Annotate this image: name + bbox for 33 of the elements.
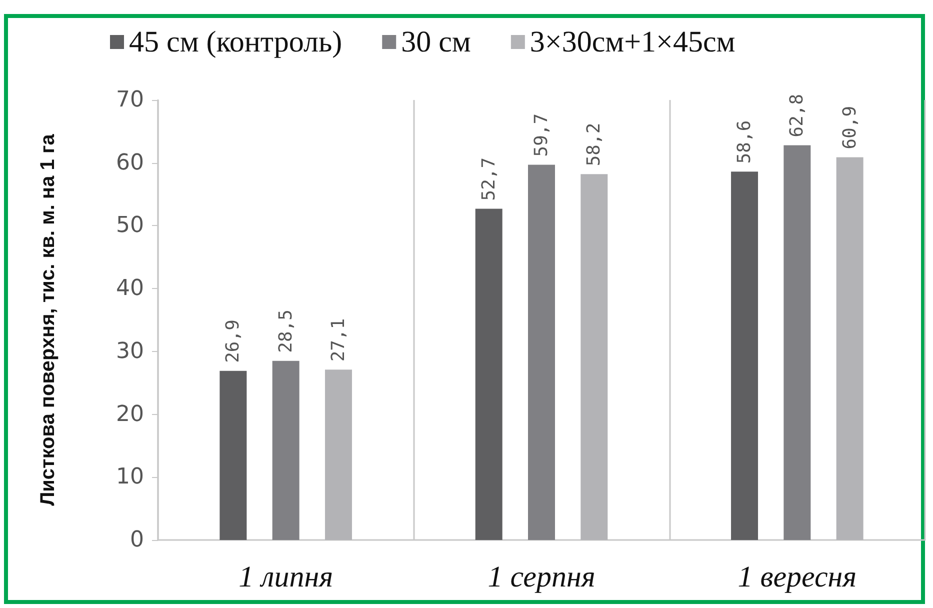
data-label: 52,7 [478, 157, 500, 201]
data-label: 28,5 [275, 310, 296, 353]
y-tick-label: 40 [116, 276, 144, 302]
bar [475, 208, 502, 540]
data-label: 60,9 [839, 106, 860, 150]
bar [324, 370, 352, 540]
data-label: 26,9 [222, 320, 244, 363]
bar [220, 370, 247, 540]
legend-label: 30 см [401, 26, 471, 58]
x-tick-label: 1 серпня [488, 560, 596, 594]
y-tick-label: 30 [116, 338, 144, 364]
x-tick-label: 1 вересня [738, 560, 857, 594]
y-tick-label: 50 [116, 213, 144, 238]
legend-label: 3×30см+1×45см [530, 26, 736, 58]
legend-label: 45 см (контроль) [129, 26, 342, 58]
data-label: 58,2 [584, 122, 605, 166]
x-tick-label: 1 липня [238, 560, 334, 594]
y-tick-label: 70 [116, 88, 144, 112]
bar [731, 172, 758, 540]
data-label: 27,1 [328, 318, 349, 362]
data-label: 59,7 [531, 113, 552, 157]
data-label: 62,8 [786, 94, 808, 138]
bar [272, 360, 300, 540]
bar [836, 157, 864, 540]
bar [580, 174, 608, 540]
y-tick-label: 0 [130, 528, 144, 552]
y-tick-label: 10 [116, 464, 144, 490]
data-label: 58,6 [734, 120, 756, 164]
y-axis-title: Листкова поверхня, тис. кв. м. на 1 га [37, 133, 59, 506]
bar [528, 164, 555, 540]
bar [784, 145, 811, 540]
y-tick-label: 20 [116, 402, 144, 427]
y-tick-label: 60 [116, 150, 144, 176]
